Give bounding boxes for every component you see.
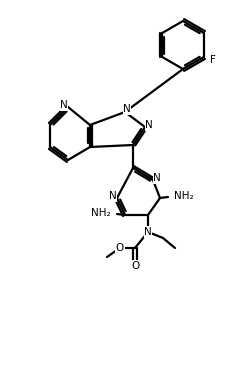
Text: N: N	[144, 227, 152, 237]
Text: N: N	[153, 173, 161, 183]
Text: O: O	[131, 261, 139, 271]
Text: NH₂: NH₂	[174, 191, 194, 201]
Text: NH₂: NH₂	[91, 208, 111, 218]
Text: N: N	[145, 120, 153, 130]
Text: N: N	[123, 104, 131, 114]
Text: N: N	[60, 100, 68, 110]
Text: F: F	[210, 55, 216, 65]
Text: O: O	[116, 243, 124, 253]
Text: N: N	[109, 191, 117, 201]
